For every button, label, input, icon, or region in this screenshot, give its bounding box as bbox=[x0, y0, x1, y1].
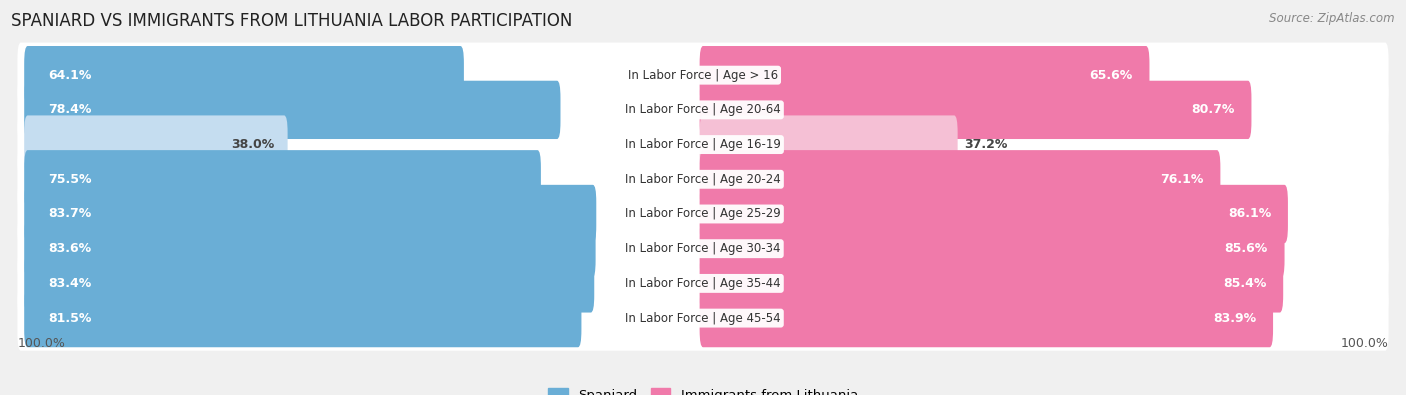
FancyBboxPatch shape bbox=[24, 81, 561, 139]
FancyBboxPatch shape bbox=[700, 254, 1284, 312]
Text: 83.9%: 83.9% bbox=[1213, 312, 1256, 325]
Text: In Labor Force | Age 16-19: In Labor Force | Age 16-19 bbox=[626, 138, 780, 151]
FancyBboxPatch shape bbox=[24, 115, 288, 174]
Text: 37.2%: 37.2% bbox=[965, 138, 1008, 151]
Text: 83.7%: 83.7% bbox=[48, 207, 91, 220]
FancyBboxPatch shape bbox=[17, 286, 1389, 351]
FancyBboxPatch shape bbox=[17, 43, 1389, 108]
Text: SPANIARD VS IMMIGRANTS FROM LITHUANIA LABOR PARTICIPATION: SPANIARD VS IMMIGRANTS FROM LITHUANIA LA… bbox=[11, 12, 572, 30]
Text: In Labor Force | Age 35-44: In Labor Force | Age 35-44 bbox=[626, 277, 780, 290]
FancyBboxPatch shape bbox=[700, 220, 1285, 278]
Text: 86.1%: 86.1% bbox=[1227, 207, 1271, 220]
Text: Source: ZipAtlas.com: Source: ZipAtlas.com bbox=[1270, 12, 1395, 25]
Text: In Labor Force | Age 20-64: In Labor Force | Age 20-64 bbox=[626, 103, 780, 117]
FancyBboxPatch shape bbox=[24, 185, 596, 243]
FancyBboxPatch shape bbox=[17, 251, 1389, 316]
Text: 85.6%: 85.6% bbox=[1225, 242, 1268, 255]
FancyBboxPatch shape bbox=[24, 254, 595, 312]
FancyBboxPatch shape bbox=[17, 181, 1389, 246]
Text: 100.0%: 100.0% bbox=[1341, 337, 1389, 350]
Text: 83.4%: 83.4% bbox=[48, 277, 91, 290]
Text: 100.0%: 100.0% bbox=[17, 337, 65, 350]
Text: In Labor Force | Age 20-24: In Labor Force | Age 20-24 bbox=[626, 173, 780, 186]
Text: 38.0%: 38.0% bbox=[231, 138, 274, 151]
FancyBboxPatch shape bbox=[17, 216, 1389, 281]
Text: 64.1%: 64.1% bbox=[48, 69, 91, 82]
FancyBboxPatch shape bbox=[700, 46, 1150, 104]
Legend: Spaniard, Immigrants from Lithuania: Spaniard, Immigrants from Lithuania bbox=[543, 383, 863, 395]
FancyBboxPatch shape bbox=[24, 220, 596, 278]
Text: 81.5%: 81.5% bbox=[48, 312, 91, 325]
Text: In Labor Force | Age > 16: In Labor Force | Age > 16 bbox=[628, 69, 778, 82]
FancyBboxPatch shape bbox=[17, 147, 1389, 212]
FancyBboxPatch shape bbox=[700, 81, 1251, 139]
Text: 78.4%: 78.4% bbox=[48, 103, 91, 117]
FancyBboxPatch shape bbox=[700, 289, 1272, 347]
FancyBboxPatch shape bbox=[24, 46, 464, 104]
Text: 75.5%: 75.5% bbox=[48, 173, 91, 186]
Text: 65.6%: 65.6% bbox=[1090, 69, 1133, 82]
Text: 85.4%: 85.4% bbox=[1223, 277, 1267, 290]
FancyBboxPatch shape bbox=[700, 150, 1220, 209]
FancyBboxPatch shape bbox=[17, 77, 1389, 143]
FancyBboxPatch shape bbox=[24, 150, 541, 209]
Text: In Labor Force | Age 25-29: In Labor Force | Age 25-29 bbox=[626, 207, 780, 220]
Text: In Labor Force | Age 30-34: In Labor Force | Age 30-34 bbox=[626, 242, 780, 255]
Text: In Labor Force | Age 45-54: In Labor Force | Age 45-54 bbox=[626, 312, 780, 325]
Text: 80.7%: 80.7% bbox=[1191, 103, 1234, 117]
FancyBboxPatch shape bbox=[24, 289, 582, 347]
Text: 76.1%: 76.1% bbox=[1160, 173, 1204, 186]
FancyBboxPatch shape bbox=[700, 115, 957, 174]
FancyBboxPatch shape bbox=[700, 185, 1288, 243]
Text: 83.6%: 83.6% bbox=[48, 242, 91, 255]
FancyBboxPatch shape bbox=[17, 112, 1389, 177]
